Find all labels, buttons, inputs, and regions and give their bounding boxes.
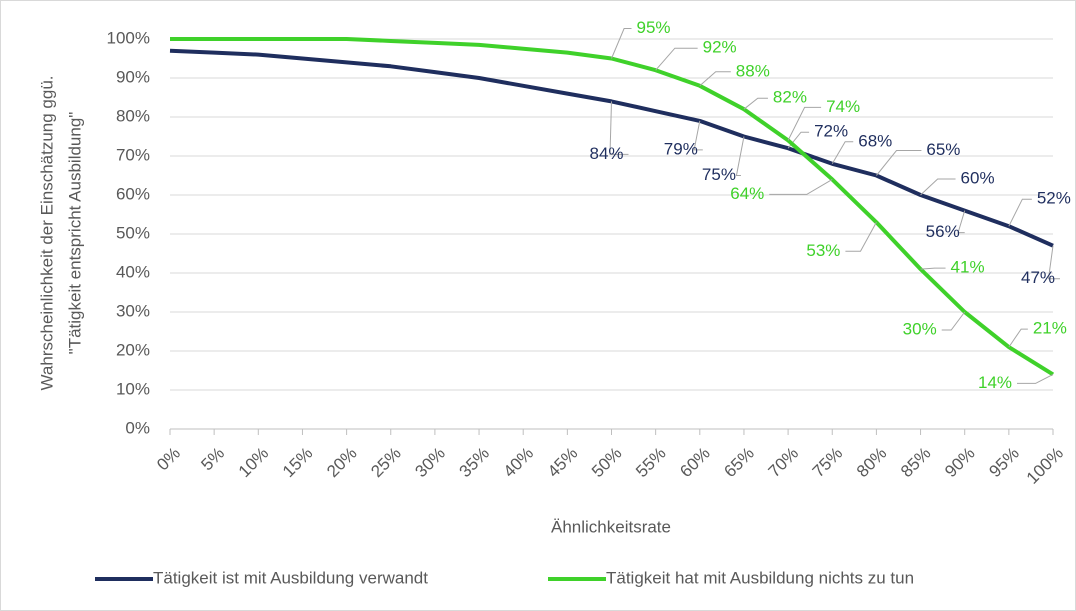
y-tick-label: 50% (116, 223, 150, 242)
data-label: 41% (951, 258, 985, 277)
leader-line (957, 210, 966, 234)
data-label: 95% (636, 18, 670, 37)
leader-line (1047, 245, 1060, 280)
leader-line (831, 141, 854, 165)
data-label: 82% (773, 88, 807, 107)
y-axis-label: "Tätigkeit entspricht Ausbildung" (65, 112, 84, 355)
data-label: 60% (961, 168, 995, 187)
data-label: 56% (926, 222, 960, 241)
data-label: 47% (1021, 268, 1055, 287)
y-tick-label: 100% (107, 28, 150, 47)
y-tick-label: 60% (116, 184, 150, 203)
leader-line (609, 101, 629, 155)
leader-line (735, 136, 745, 176)
data-label: 68% (858, 131, 892, 150)
data-label: 30% (903, 319, 937, 338)
leader-line (655, 47, 698, 71)
leader-line (693, 120, 703, 151)
data-label: 53% (806, 241, 840, 260)
leader-line (611, 28, 632, 59)
y-tick-label: 20% (116, 340, 150, 359)
leader-line (769, 178, 833, 195)
y-tick-label: 30% (116, 301, 150, 320)
y-tick-label: 90% (116, 67, 150, 86)
data-label: 75% (702, 165, 736, 184)
leader-line (1017, 373, 1054, 384)
leader-line (920, 267, 946, 270)
data-label: 21% (1033, 319, 1067, 338)
y-tick-label: 80% (116, 106, 150, 125)
leader-line (876, 150, 922, 176)
leader-line (941, 311, 966, 331)
data-label: 64% (730, 184, 764, 203)
legend-label: Tätigkeit ist mit Ausbildung verwandt (153, 568, 428, 587)
leader-line (699, 71, 731, 87)
leader-line (845, 222, 877, 252)
y-axis-label: Wahrscheinlichkeit der Einschätzung ggü. (37, 76, 56, 391)
data-label: 84% (589, 144, 623, 163)
leader-line (1008, 328, 1028, 348)
data-label: 72% (814, 122, 848, 141)
data-label: 14% (978, 373, 1012, 392)
leader-line (920, 178, 956, 196)
data-label: 88% (736, 61, 770, 80)
leader-line (787, 106, 822, 141)
data-label: 52% (1037, 189, 1071, 208)
y-tick-label: 70% (116, 145, 150, 164)
x-axis-label: Ähnlichkeitsrate (551, 517, 671, 536)
leader-line (743, 97, 768, 110)
data-label: 74% (826, 97, 860, 116)
y-tick-label: 0% (125, 418, 150, 437)
legend-label: Tätigkeit hat mit Ausbildung nichts zu t… (606, 568, 914, 587)
data-label: 65% (926, 140, 960, 159)
data-label: 92% (703, 38, 737, 57)
y-tick-label: 40% (116, 262, 150, 281)
y-tick-label: 10% (116, 379, 150, 398)
data-label: 79% (664, 139, 698, 158)
leader-line (1008, 198, 1032, 227)
